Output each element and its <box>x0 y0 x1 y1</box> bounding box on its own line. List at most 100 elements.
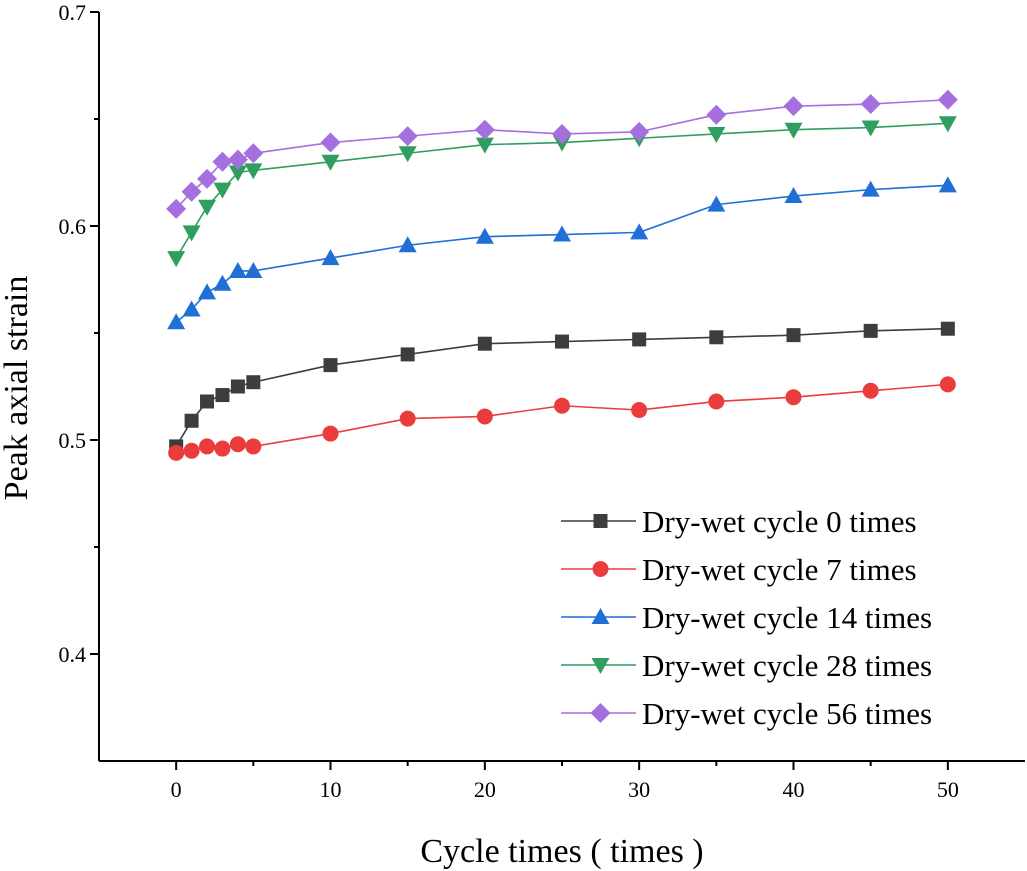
legend-item: Dry-wet cycle 56 times <box>561 696 932 731</box>
data-point <box>475 137 494 154</box>
x-tick-label: 20 <box>474 777 496 802</box>
legend-item: Dry-wet cycle 14 times <box>561 600 932 635</box>
data-point <box>552 123 572 144</box>
x-axis-ticks: 0 10 20 30 40 50 <box>171 761 959 802</box>
data-point <box>708 393 725 410</box>
data-point <box>246 375 261 390</box>
data-point <box>863 323 878 338</box>
series-1 <box>168 376 956 461</box>
data-point <box>229 436 246 453</box>
data-point <box>860 94 881 115</box>
data-point <box>214 440 231 457</box>
legend-label: Dry-wet cycle 14 times <box>642 600 932 635</box>
data-point <box>784 122 803 139</box>
data-point <box>167 313 186 330</box>
legend-label: Dry-wet cycle 28 times <box>642 648 932 683</box>
data-point <box>555 334 569 349</box>
data-point <box>227 149 248 170</box>
x-tick-label: 0 <box>171 777 182 802</box>
data-point <box>632 332 647 347</box>
data-point <box>198 283 217 300</box>
data-point <box>320 132 341 153</box>
data-point <box>707 195 726 212</box>
data-point <box>182 225 201 242</box>
x-tick-label: 50 <box>937 777 959 802</box>
x-axis-title: Cycle times ( times ) <box>420 833 703 870</box>
data-point <box>400 347 415 362</box>
data-point <box>477 336 492 351</box>
data-point <box>182 300 201 317</box>
data-point <box>212 151 233 172</box>
y-tick-label: 0.6 <box>59 214 87 239</box>
data-point <box>200 394 215 409</box>
legend-marker <box>591 608 610 624</box>
data-point <box>199 438 216 455</box>
data-point <box>321 249 340 266</box>
data-point <box>399 410 416 427</box>
legend-label: Dry-wet cycle 0 times <box>642 504 917 539</box>
y-tick-label: 0.4 <box>59 642 87 667</box>
data-point <box>183 442 200 459</box>
legend-marker <box>593 514 608 528</box>
series-line <box>175 184 948 323</box>
legend-item: Dry-wet cycle 28 times <box>561 648 932 683</box>
series-2 <box>167 176 957 330</box>
data-point <box>322 425 339 442</box>
data-point <box>938 116 957 133</box>
data-point <box>228 261 247 278</box>
data-point <box>631 402 648 419</box>
data-point <box>474 119 495 140</box>
data-point <box>321 154 340 171</box>
data-point <box>476 408 493 425</box>
series-line <box>176 383 948 454</box>
y-tick-label: 0.7 <box>59 0 87 25</box>
data-point <box>939 376 956 393</box>
legend-label: Dry-wet cycle 7 times <box>642 552 917 587</box>
legend-marker <box>592 561 609 577</box>
data-point <box>166 198 187 219</box>
legend: Dry-wet cycle 0 times Dry-wet cycle 7 tim… <box>561 504 932 731</box>
data-point <box>938 176 957 193</box>
data-point <box>862 382 879 399</box>
data-point <box>707 126 726 143</box>
data-point <box>184 413 199 428</box>
data-point <box>861 180 880 197</box>
data-point <box>629 121 650 142</box>
data-point <box>937 89 958 110</box>
data-point <box>861 120 880 137</box>
data-point <box>245 438 262 455</box>
data-point <box>397 126 418 147</box>
y-axis-ticks: 0.4 0.5 0.6 0.7 <box>59 0 99 667</box>
data-point <box>323 358 338 373</box>
data-point <box>398 146 417 163</box>
data-point <box>168 444 185 461</box>
series-4 <box>166 89 958 219</box>
data-point <box>709 330 724 345</box>
series-0 <box>169 321 955 454</box>
legend-item: Dry-wet cycle 7 times <box>561 552 917 587</box>
legend-label: Dry-wet cycle 56 times <box>642 696 932 731</box>
data-point <box>784 187 803 204</box>
data-point <box>630 223 649 240</box>
data-point <box>198 199 217 216</box>
data-point <box>244 163 263 180</box>
data-point <box>475 227 494 244</box>
legend-marker <box>590 703 611 723</box>
data-point <box>785 389 802 406</box>
data-point <box>167 251 186 268</box>
x-tick-label: 40 <box>783 777 805 802</box>
data-point <box>553 225 571 242</box>
legend-marker <box>591 658 610 674</box>
data-point <box>786 328 801 343</box>
data-point <box>706 104 727 125</box>
data-point <box>215 388 230 403</box>
y-axis-title: Peak axial strain <box>0 276 35 501</box>
data-point <box>213 182 232 199</box>
data-point <box>398 236 417 253</box>
data-point <box>197 168 218 189</box>
data-point <box>230 379 245 394</box>
data-series <box>166 89 958 461</box>
data-point <box>243 143 264 164</box>
data-point <box>554 397 570 414</box>
